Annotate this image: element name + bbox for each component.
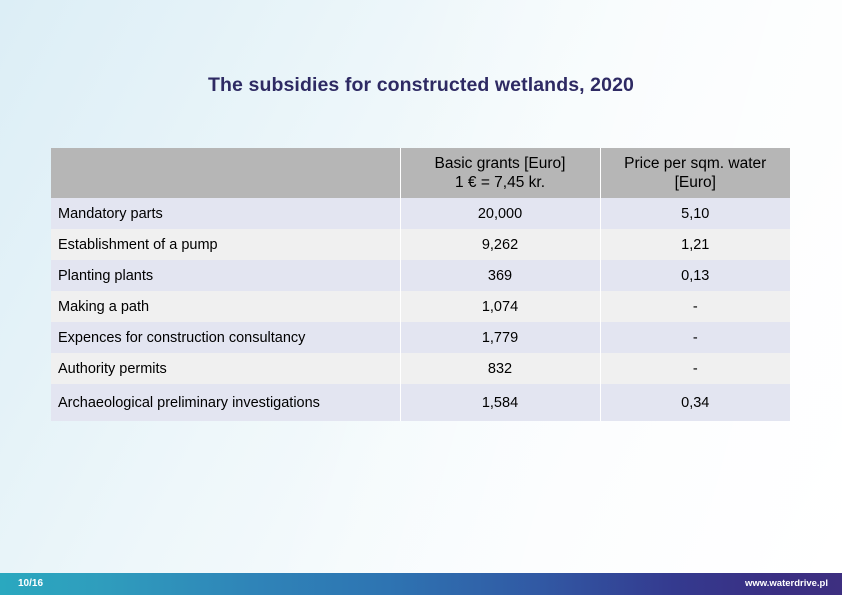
table-row: Expences for construction consultancy 1,… bbox=[51, 322, 790, 353]
table-header-row: Basic grants [Euro] 1 € = 7,45 kr. Price… bbox=[51, 148, 790, 198]
column-header-basic-grants-line1: Basic grants [Euro] bbox=[434, 154, 566, 172]
cell-basic-grant: 369 bbox=[400, 260, 601, 291]
table-header: Basic grants [Euro] 1 € = 7,45 kr. Price… bbox=[51, 148, 790, 198]
cell-item-label: Archaeological preliminary investigation… bbox=[51, 384, 401, 421]
cell-basic-grant: 1,779 bbox=[400, 322, 601, 353]
cell-price-per-sqm: 1,21 bbox=[600, 229, 790, 260]
cell-item-label: Establishment of a pump bbox=[51, 229, 401, 260]
cell-item-label: Authority permits bbox=[51, 353, 401, 384]
cell-price-per-sqm: 5,10 bbox=[600, 198, 790, 229]
cell-item-label: Expences for construction consultancy bbox=[51, 322, 401, 353]
column-header-price-per-sqm: Price per sqm. water [Euro] bbox=[600, 148, 790, 198]
column-header-basic-grants-line2: 1 € = 7,45 kr. bbox=[454, 174, 546, 191]
cell-price-per-sqm: 0,13 bbox=[600, 260, 790, 291]
footer-website-link[interactable]: www.waterdrive.pl bbox=[744, 578, 828, 589]
column-header-price-per-sqm-line2: [Euro] bbox=[674, 174, 716, 191]
cell-item-label: Planting plants bbox=[51, 260, 401, 291]
cell-price-per-sqm: - bbox=[600, 353, 790, 384]
column-header-basic-grants: Basic grants [Euro] 1 € = 7,45 kr. bbox=[400, 148, 601, 198]
cell-basic-grant: 1,584 bbox=[400, 384, 601, 421]
table-row: Establishment of a pump 9,262 1,21 bbox=[51, 229, 790, 260]
cell-price-per-sqm: 0,34 bbox=[600, 384, 790, 421]
subsidies-table-container: Basic grants [Euro] 1 € = 7,45 kr. Price… bbox=[51, 148, 790, 421]
subsidies-table: Basic grants [Euro] 1 € = 7,45 kr. Price… bbox=[51, 148, 790, 421]
column-header-price-per-sqm-line1: Price per sqm. water bbox=[624, 154, 767, 172]
footer-bar: 10/16 www.waterdrive.pl bbox=[0, 573, 842, 595]
cell-basic-grant: 20,000 bbox=[400, 198, 601, 229]
slide-page-indicator: 10/16 bbox=[18, 578, 44, 589]
table-row: Planting plants 369 0,13 bbox=[51, 260, 790, 291]
cell-item-label: Mandatory parts bbox=[51, 198, 401, 229]
cell-basic-grant: 9,262 bbox=[400, 229, 601, 260]
cell-price-per-sqm: - bbox=[600, 322, 790, 353]
cell-basic-grant: 1,074 bbox=[400, 291, 601, 322]
cell-price-per-sqm: - bbox=[600, 291, 790, 322]
table-row: Making a path 1,074 - bbox=[51, 291, 790, 322]
table-row: Mandatory parts 20,000 5,10 bbox=[51, 198, 790, 229]
column-header-item bbox=[51, 148, 401, 198]
cell-basic-grant: 832 bbox=[400, 353, 601, 384]
page-title: The subsidies for constructed wetlands, … bbox=[208, 74, 634, 96]
cell-item-label: Making a path bbox=[51, 291, 401, 322]
table-row: Archaeological preliminary investigation… bbox=[51, 384, 790, 421]
table-row: Authority permits 832 - bbox=[51, 353, 790, 384]
table-body: Mandatory parts 20,000 5,10 Establishmen… bbox=[51, 198, 790, 421]
